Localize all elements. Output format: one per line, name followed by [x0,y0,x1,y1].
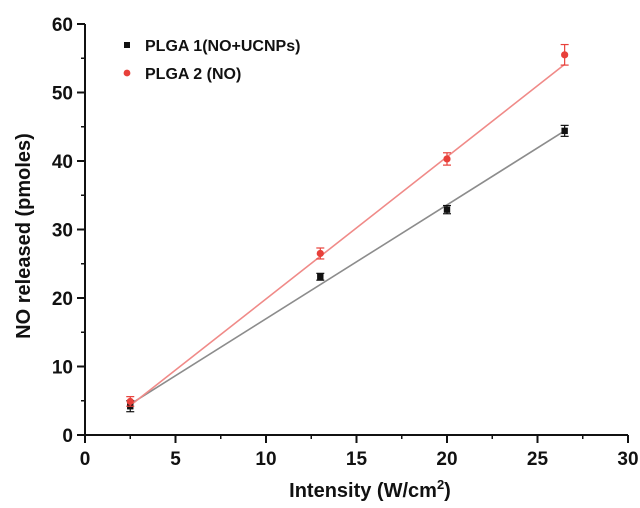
x-tick-label-20: 20 [436,449,457,470]
x-axis-title-superscript: 2 [437,477,444,492]
x-axis-title-end: ) [444,480,451,502]
y-tick-label-30: 30 [52,221,73,242]
axes: 0 5 10 15 20 25 30 0 10 20 30 40 50 60 [52,15,639,470]
y-axis-title: NO released (pmoles) [13,133,35,339]
point-series-1-1 [316,249,324,258]
x-tick-label-15: 15 [346,449,368,470]
point-series-0-1 [317,273,324,280]
point-series-1-2 [443,155,451,163]
x-axis-title: Intensity (W/cm2) [289,477,451,502]
point-series-1-3 [561,51,569,59]
y-tick-label-60: 60 [52,15,73,36]
y-tick-label-10: 10 [52,358,73,379]
legend-marker-series-0 [124,42,130,48]
series-layer [126,43,569,413]
y-tick-label-20: 20 [52,289,73,310]
x-tick-label-0: 0 [80,449,91,470]
legend-label-series-0: PLGA 1(NO+UCNPs) [145,38,300,55]
point-series-0-2 [443,206,451,213]
y-tick-label-50: 50 [52,84,73,105]
y-tick-label-40: 40 [52,152,73,173]
x-tick-label-25: 25 [527,449,549,470]
x-tick-label-10: 10 [255,449,276,470]
x-tick-label-5: 5 [170,449,181,470]
y-tick-label-0: 0 [62,426,73,447]
legend-label-series-1: PLGA 2 (NO) [145,66,241,83]
point-series-1-0 [126,397,134,406]
x-axis-title-main: Intensity (W/cm [289,480,437,502]
fit-line-series-1 [129,63,566,407]
point-series-0-3 [561,127,568,135]
x-tick-label-30: 30 [617,449,638,470]
legend-marker-series-1 [123,69,131,77]
fit-line-series-0 [129,130,566,405]
legend: PLGA 1(NO+UCNPs) PLGA 2 (NO) [123,38,300,83]
